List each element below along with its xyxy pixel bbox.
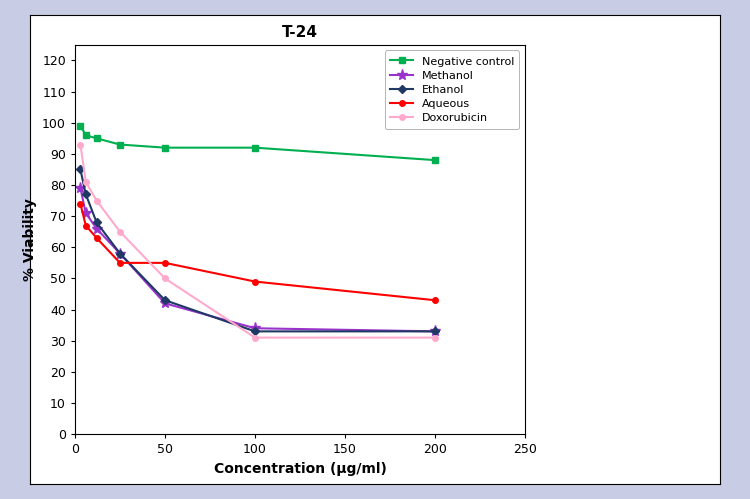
Ethanol bbox=[92, 220, 101, 226]
Doxorubicin bbox=[251, 335, 260, 341]
Doxorubicin bbox=[92, 198, 101, 204]
Doxorubicin bbox=[116, 229, 124, 235]
Aqueous bbox=[251, 278, 260, 284]
Negative control bbox=[116, 142, 124, 148]
Negative control bbox=[92, 135, 101, 141]
Ethanol bbox=[430, 328, 439, 334]
Title: T-24: T-24 bbox=[282, 24, 318, 39]
Methanol bbox=[251, 325, 260, 331]
Aqueous bbox=[430, 297, 439, 303]
Negative control bbox=[430, 157, 439, 163]
Aqueous bbox=[116, 260, 124, 266]
Line: Methanol: Methanol bbox=[75, 183, 440, 337]
Line: Negative control: Negative control bbox=[77, 122, 439, 164]
Methanol bbox=[116, 250, 124, 256]
Methanol bbox=[160, 300, 170, 306]
Methanol bbox=[76, 185, 85, 191]
Legend: Negative control, Methanol, Ethanol, Aqueous, Doxorubicin: Negative control, Methanol, Ethanol, Aqu… bbox=[385, 50, 520, 129]
Line: Doxorubicin: Doxorubicin bbox=[77, 142, 438, 340]
Ethanol bbox=[76, 167, 85, 173]
Negative control bbox=[160, 145, 170, 151]
Negative control bbox=[76, 123, 85, 129]
Methanol bbox=[81, 210, 90, 216]
Y-axis label: % Viability: % Viability bbox=[22, 198, 37, 281]
Doxorubicin bbox=[430, 335, 439, 341]
Doxorubicin bbox=[81, 179, 90, 185]
Doxorubicin bbox=[160, 275, 170, 281]
Line: Aqueous: Aqueous bbox=[77, 201, 438, 303]
Aqueous bbox=[81, 223, 90, 229]
Ethanol bbox=[160, 297, 170, 303]
Aqueous bbox=[76, 201, 85, 207]
Methanol bbox=[430, 328, 439, 334]
X-axis label: Concentration (μg/ml): Concentration (μg/ml) bbox=[214, 462, 386, 476]
Methanol bbox=[92, 226, 101, 232]
Negative control bbox=[81, 132, 90, 138]
Ethanol bbox=[81, 192, 90, 198]
Ethanol bbox=[116, 250, 124, 256]
Doxorubicin bbox=[76, 142, 85, 148]
Negative control bbox=[251, 145, 260, 151]
Aqueous bbox=[92, 235, 101, 241]
Ethanol bbox=[251, 328, 260, 334]
Line: Ethanol: Ethanol bbox=[77, 167, 438, 334]
Aqueous bbox=[160, 260, 170, 266]
